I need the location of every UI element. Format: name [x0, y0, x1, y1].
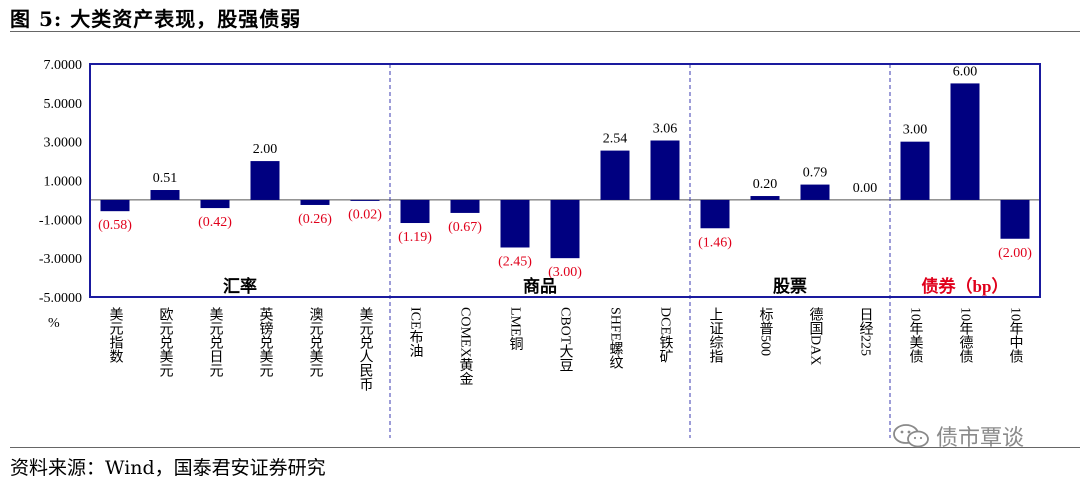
- value-label: (3.00): [548, 265, 582, 280]
- group-label: 商品: [523, 276, 557, 296]
- y-tick-label: 7.0000: [44, 58, 83, 73]
- bar: [500, 199, 530, 248]
- source-note: 资料来源：Wind，国泰君安证券研究: [10, 457, 326, 479]
- category-label: DCE铁矿: [658, 307, 674, 363]
- bar: [700, 199, 730, 229]
- bar: [950, 83, 980, 200]
- value-label: 2.00: [253, 142, 278, 157]
- bar: [250, 161, 280, 200]
- category-label: 德国DAX: [808, 307, 824, 365]
- value-label: 0.00: [853, 181, 878, 196]
- bar: [150, 190, 180, 200]
- y-tick-label: -3.0000: [39, 252, 82, 267]
- bar: [550, 199, 580, 259]
- bar: [200, 199, 230, 209]
- value-label: 2.54: [603, 132, 628, 147]
- value-label: (2.00): [998, 246, 1032, 261]
- category-label: CBOT大豆: [558, 307, 574, 372]
- category-label: 10年中债: [1008, 307, 1024, 363]
- y-tick-label: 3.0000: [44, 136, 83, 151]
- category-label: ICE布油: [408, 307, 424, 358]
- value-labels: (0.58) 0.51 (0.42) 2.00 (0.26) (0.02) (1.19) (0…: [98, 64, 1032, 280]
- figure-title: 图 5: 大类资产表现，股强债弱: [10, 7, 302, 31]
- value-label: (0.26): [298, 212, 332, 227]
- category-label: 10年美债: [908, 307, 924, 363]
- source-rule: [10, 447, 1080, 448]
- value-label: (0.02): [348, 207, 382, 222]
- bar: [100, 199, 130, 212]
- watermark-text: 债市覃谈: [936, 426, 1025, 451]
- bar: [300, 199, 330, 205]
- category-label: 美元指数: [108, 307, 124, 363]
- bar: [650, 140, 680, 200]
- y-tick-label: 5.0000: [44, 97, 83, 112]
- bar: [450, 199, 480, 213]
- category-label: COMEX黄金: [458, 307, 474, 386]
- y-axis: 7.0000 5.0000 3.0000 1.0000 -1.0000 -3.0000 -5…: [39, 58, 1040, 306]
- value-label: 0.20: [753, 177, 778, 192]
- value-label: (1.46): [698, 235, 732, 250]
- category-label: 欧元兑美元: [158, 307, 174, 378]
- y-tick-label: -5.0000: [39, 291, 82, 306]
- bar: [400, 199, 430, 224]
- value-label: (0.67): [448, 220, 482, 235]
- bar-series: [100, 83, 1030, 259]
- value-label: (2.45): [498, 254, 532, 269]
- category-label: SHFE螺纹: [608, 307, 624, 370]
- category-label: 美元兑人民币: [358, 307, 374, 391]
- x-axis-labels: 美元指数 欧元兑美元 美元兑日元 英镑兑美元 澳元兑美元 美元兑人民币 ICE布油 COMEX…: [108, 306, 1024, 391]
- watermark: 债市覃谈: [892, 420, 1024, 452]
- bar: [350, 199, 380, 201]
- value-label: 0.79: [803, 166, 828, 181]
- wechat-icon: [893, 424, 929, 448]
- category-label: 上证综指: [708, 307, 724, 363]
- group-labels: 汇率 商品 股票 债券（bp）: [223, 276, 1008, 296]
- group-separators: [389, 64, 891, 438]
- value-label: 6.00: [953, 64, 978, 79]
- unit-label: %: [48, 316, 60, 331]
- y-tick-label: -1.0000: [39, 213, 82, 228]
- group-label: 债券（bp）: [922, 276, 1009, 296]
- category-label: LME铜: [508, 307, 524, 352]
- value-label: (0.42): [198, 215, 232, 230]
- value-label: 3.06: [653, 122, 678, 137]
- title-rule: [10, 31, 1080, 32]
- category-label: 澳元兑美元: [308, 307, 324, 378]
- bar: [900, 141, 930, 200]
- group-label: 股票: [773, 277, 807, 296]
- value-label: (1.19): [398, 230, 432, 245]
- category-label: 标普500: [758, 307, 774, 356]
- category-label: 英镑兑美元: [258, 306, 274, 378]
- category-label: 日经225: [858, 307, 874, 356]
- bar: [800, 184, 830, 200]
- group-label: 汇率: [223, 276, 257, 296]
- category-label: 10年德债: [958, 307, 974, 363]
- bar-chart: 7.0000 5.0000 3.0000 1.0000 -1.0000 -3.0000 -5…: [39, 58, 1041, 438]
- value-label: (0.58): [98, 218, 132, 233]
- y-tick-label: 1.0000: [44, 175, 83, 190]
- value-label: 0.51: [153, 171, 178, 186]
- bar: [750, 196, 780, 200]
- plot-frame: [89, 63, 1041, 298]
- bar: [1000, 199, 1030, 239]
- value-label: 3.00: [903, 123, 928, 138]
- bar: [600, 150, 630, 200]
- category-label: 美元兑日元: [208, 307, 224, 378]
